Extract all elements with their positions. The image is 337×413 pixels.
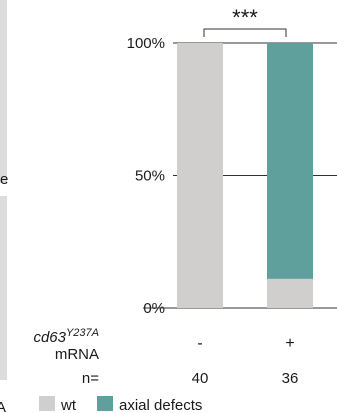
- category-label: -: [197, 335, 202, 352]
- left-fragment-letter: A: [0, 399, 6, 413]
- legend-label-wt: wt: [60, 397, 77, 413]
- row-label-gene: cd63Y237A: [33, 327, 99, 346]
- legend: wt axial defects: [39, 396, 202, 413]
- bar-segment-wt: [177, 43, 223, 308]
- n-label: n=: [82, 370, 99, 387]
- n-value: 36: [282, 370, 299, 387]
- legend-swatch-axial-defects: [97, 396, 113, 411]
- left-fragment-letter: e: [0, 171, 8, 188]
- bars-group: [177, 43, 313, 308]
- legend-label-axial-defects: axial defects: [119, 397, 202, 413]
- legend-swatch-wt: [39, 396, 55, 411]
- significance-bracket: [203, 28, 287, 37]
- left-panel-fragment-bottom: [0, 196, 7, 380]
- row-label-mrna: mRNA: [55, 346, 99, 363]
- bar-segment-wt: [267, 278, 313, 308]
- bar-segment-axial-defects: [267, 43, 313, 279]
- n-value: 40: [192, 370, 209, 387]
- significance-label: ***: [232, 5, 258, 30]
- y-tick-label: 50%: [135, 168, 165, 185]
- row-label-gene-allele: Y237A: [66, 327, 99, 339]
- row-label-gene-name: cd63: [33, 329, 66, 346]
- y-tick-label: 100%: [127, 35, 165, 52]
- left-panel-fragment-top: [0, 0, 7, 183]
- category-label: +: [285, 335, 294, 352]
